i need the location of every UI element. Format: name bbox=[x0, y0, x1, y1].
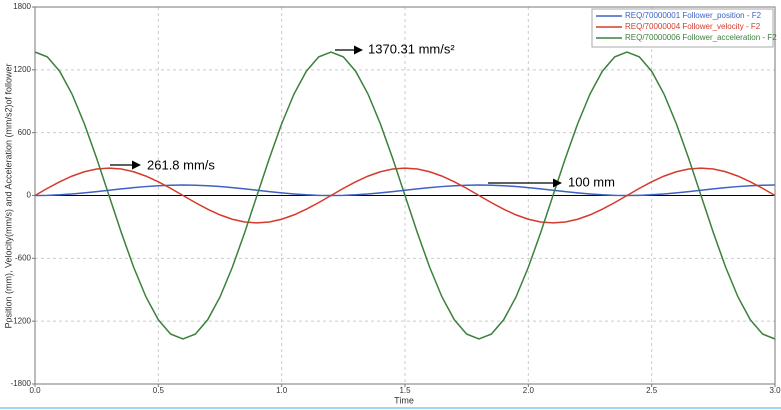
legend: REQ/70000001 Follower_position - F2 REQ/7… bbox=[591, 8, 777, 48]
y-tick-label: -1200 bbox=[11, 316, 32, 325]
y-tick-label: -1800 bbox=[11, 379, 32, 388]
series-line bbox=[34, 167, 776, 224]
x-tick-label: 2.0 bbox=[523, 386, 535, 395]
annotation: 100 mm bbox=[568, 174, 615, 189]
legend-label: REQ/70000006 Follower_acceleration - F2 bbox=[625, 33, 777, 42]
y-tick-label: 1800 bbox=[13, 2, 31, 11]
ticks: 0.0 0.5 1.0 1.5 2.0 2.5 3.0 -1800 -1200 -600 0 600 1… bbox=[11, 2, 781, 395]
x-tick-label: 0.0 bbox=[29, 386, 41, 395]
series-group bbox=[34, 51, 776, 340]
x-tick-label: 1.0 bbox=[276, 386, 288, 395]
y-tick-label: 600 bbox=[18, 128, 32, 137]
x-tick-label: 0.5 bbox=[153, 386, 165, 395]
x-tick-label: 3.0 bbox=[769, 386, 781, 395]
y-tick-label: 0 bbox=[27, 191, 32, 200]
x-axis-label: Time bbox=[394, 395, 414, 405]
legend-box bbox=[591, 8, 774, 48]
annotations: 261.8 mm/s 1370.31 mm/s² 100 mm bbox=[110, 41, 615, 189]
x-tick-label: 1.5 bbox=[399, 386, 411, 395]
y-tick-label: 1200 bbox=[13, 65, 31, 74]
x-tick-label: 2.5 bbox=[646, 386, 658, 395]
annotation: 1370.31 mm/s² bbox=[368, 41, 455, 56]
series-line bbox=[34, 184, 776, 197]
annotation: 261.8 mm/s bbox=[147, 157, 215, 172]
series-line bbox=[34, 51, 776, 340]
legend-label: REQ/70000004 Follower_velocity - F2 bbox=[625, 22, 761, 31]
y-axis-label: Position (mm), Velocity(mm/s) and Accele… bbox=[3, 63, 13, 328]
y-tick-label: -600 bbox=[15, 253, 32, 262]
legend-label: REQ/70000001 Follower_position - F2 bbox=[625, 11, 762, 20]
